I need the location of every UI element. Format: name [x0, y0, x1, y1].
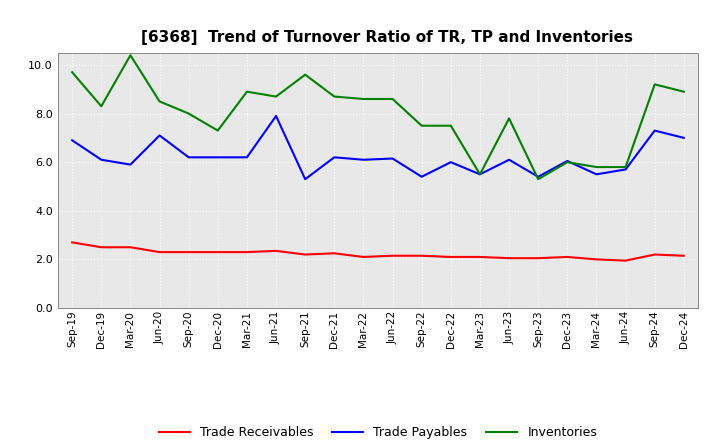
Trade Payables [68, 138, 76, 143]
Trade Payables [446, 160, 455, 165]
Inventories [126, 53, 135, 58]
Inventories [301, 72, 310, 77]
Trade Payables [126, 162, 135, 167]
Trade Receivables [621, 258, 630, 263]
Trade Payables [592, 172, 600, 177]
Text: [6368]  Trend of Turnover Ratio of TR, TP and Inventories: [6368] Trend of Turnover Ratio of TR, TP… [141, 29, 633, 45]
Inventories [388, 96, 397, 102]
Trade Receivables [271, 248, 280, 253]
Trade Payables [156, 133, 164, 138]
Trade Receivables [418, 253, 426, 258]
Inventories [271, 94, 280, 99]
Trade Receivables [534, 256, 543, 261]
Line: Trade Receivables: Trade Receivables [72, 242, 684, 260]
Trade Receivables [243, 249, 251, 255]
Trade Payables [184, 155, 193, 160]
Trade Payables [213, 155, 222, 160]
Trade Payables [97, 157, 106, 162]
Trade Payables [505, 157, 513, 162]
Trade Receivables [446, 254, 455, 260]
Line: Inventories: Inventories [72, 55, 684, 179]
Inventories [359, 96, 368, 102]
Trade Receivables [563, 254, 572, 260]
Inventories [505, 116, 513, 121]
Trade Receivables [68, 240, 76, 245]
Trade Payables [330, 155, 338, 160]
Trade Payables [650, 128, 659, 133]
Inventories [184, 111, 193, 116]
Trade Receivables [126, 245, 135, 250]
Legend: Trade Receivables, Trade Payables, Inventories: Trade Receivables, Trade Payables, Inven… [153, 422, 603, 440]
Trade Receivables [505, 256, 513, 261]
Inventories [680, 89, 688, 94]
Trade Payables [621, 167, 630, 172]
Trade Payables [243, 155, 251, 160]
Inventories [534, 176, 543, 182]
Trade Payables [563, 158, 572, 164]
Trade Payables [680, 135, 688, 140]
Trade Receivables [330, 251, 338, 256]
Inventories [446, 123, 455, 128]
Inventories [621, 165, 630, 170]
Trade Payables [388, 156, 397, 161]
Inventories [418, 123, 426, 128]
Trade Payables [301, 176, 310, 182]
Trade Payables [271, 114, 280, 119]
Trade Receivables [359, 254, 368, 260]
Trade Receivables [156, 249, 164, 255]
Line: Trade Payables: Trade Payables [72, 116, 684, 179]
Trade Receivables [213, 249, 222, 255]
Trade Receivables [680, 253, 688, 258]
Trade Payables [418, 174, 426, 180]
Inventories [68, 70, 76, 75]
Trade Receivables [301, 252, 310, 257]
Inventories [243, 89, 251, 94]
Trade Receivables [476, 254, 485, 260]
Inventories [563, 160, 572, 165]
Trade Payables [534, 174, 543, 180]
Trade Payables [359, 157, 368, 162]
Inventories [213, 128, 222, 133]
Inventories [156, 99, 164, 104]
Inventories [592, 165, 600, 170]
Trade Receivables [388, 253, 397, 258]
Trade Receivables [650, 252, 659, 257]
Inventories [476, 172, 485, 177]
Trade Receivables [592, 257, 600, 262]
Inventories [97, 104, 106, 109]
Inventories [650, 82, 659, 87]
Trade Receivables [184, 249, 193, 255]
Inventories [330, 94, 338, 99]
Trade Payables [476, 172, 485, 177]
Trade Receivables [97, 245, 106, 250]
